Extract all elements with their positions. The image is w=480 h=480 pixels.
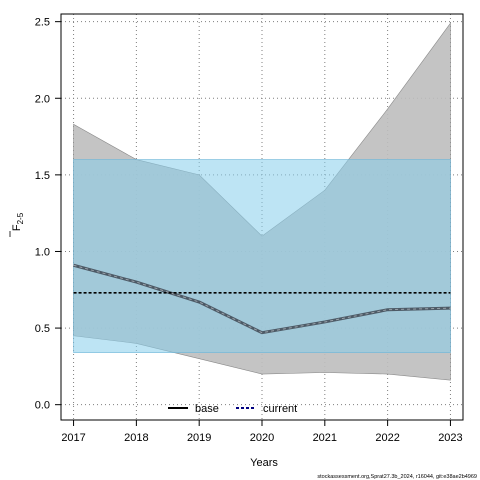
y-tick-label-0.0: 0.0	[35, 400, 50, 412]
y-tick-label-2.0: 2.0	[35, 93, 50, 105]
x-axis: 2017 2018 2019 2020 2021 2022 2023	[61, 419, 463, 444]
series-line-base-inner	[73, 264, 451, 334]
confidence-bands	[73, 22, 451, 381]
y-tick-label-1.0: 1.0	[35, 246, 50, 258]
credit-text: stockassessment.org,Sprat27.3b_2024, r16…	[317, 474, 477, 480]
x-tick-label-2021: 2021	[313, 432, 337, 444]
x-tick-label-2020: 2020	[250, 432, 274, 444]
y-axis-title: F2-5	[9, 212, 25, 237]
svg-text:F2-5: F2-5	[11, 212, 25, 231]
legend-label-current: current	[263, 403, 297, 415]
x-tick-label-2018: 2018	[124, 432, 148, 444]
x-tick-label-2019: 2019	[187, 432, 211, 444]
y-axis: 0.0 0.5 1.0 1.5 2.0 2.5	[35, 17, 62, 412]
legend: base current	[168, 403, 297, 415]
y-tick-label-0.5: 0.5	[35, 323, 50, 335]
x-axis-title: Years	[250, 457, 278, 469]
y-axis-title-main: F	[11, 224, 23, 231]
legend-label-base: base	[195, 403, 219, 415]
y-tick-label-1.5: 1.5	[35, 170, 50, 182]
x-tick-label-2023: 2023	[438, 432, 462, 444]
x-tick-label-2017: 2017	[61, 432, 85, 444]
band-current	[73, 159, 451, 353]
y-tick-label-2.5: 2.5	[35, 17, 50, 29]
series-lines	[73, 263, 451, 335]
x-tick-label-2022: 2022	[375, 432, 399, 444]
y-axis-title-subscript: 2-5	[16, 212, 25, 224]
